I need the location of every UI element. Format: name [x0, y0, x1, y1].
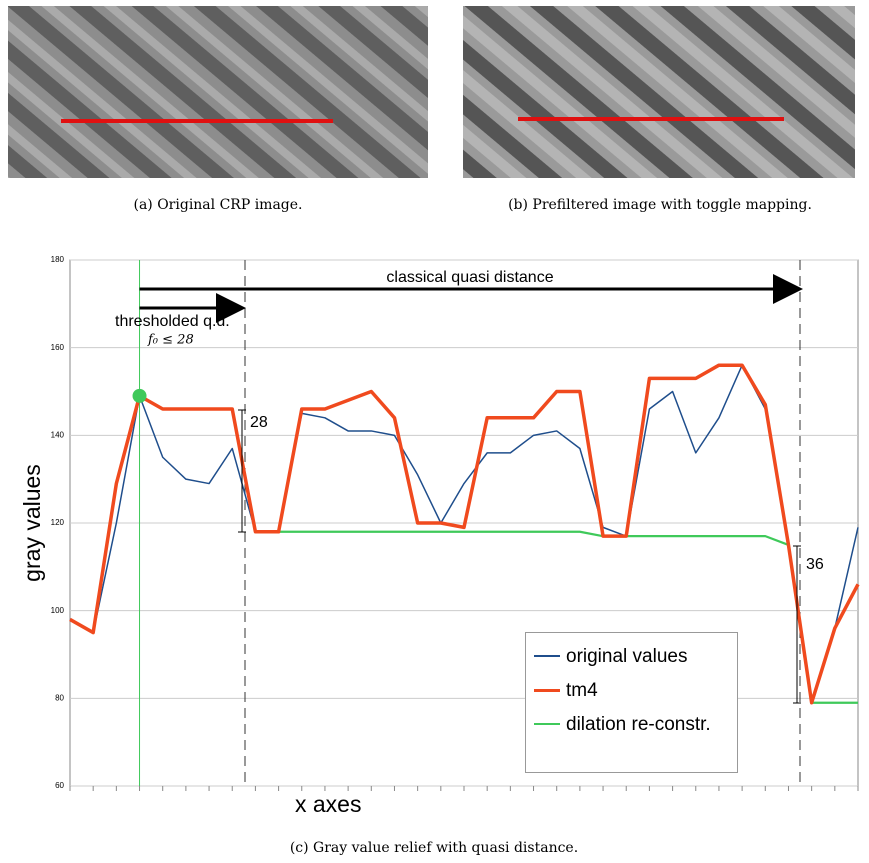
line-series: [70, 365, 858, 703]
line-series: [70, 365, 858, 703]
y-axis-label: gray values: [19, 464, 45, 582]
y-tick-label: 140: [51, 430, 65, 439]
caption: (b) Prefiltered image with toggle mappin…: [508, 197, 812, 213]
legend-swatch: [534, 723, 560, 725]
annotation: 28: [250, 414, 268, 431]
legend-label: original values: [566, 643, 716, 671]
caption: (a) Original CRP image.: [133, 197, 302, 213]
legend-entry: original values: [534, 643, 729, 671]
y-tick-label: 180: [51, 255, 65, 264]
image-b: [463, 6, 855, 178]
highlight-point: [133, 389, 147, 403]
annotation: 36: [806, 556, 824, 573]
y-tick-label: 120: [51, 518, 65, 527]
legend-entry: tm4: [534, 677, 729, 705]
figure: (a) Original CRP image. (b) Prefiltered …: [0, 0, 869, 863]
caption: (c) Gray value relief with quasi distanc…: [290, 840, 578, 856]
line-series: [140, 396, 858, 703]
legend-swatch: [534, 655, 560, 657]
y-tick-label: 100: [51, 606, 65, 615]
annotation: thresholded q.d.: [115, 313, 230, 330]
y-tick-label: 60: [55, 781, 64, 790]
legend-entry: dilation re-constr.: [534, 711, 729, 739]
y-tick-label: 160: [51, 343, 65, 352]
image-a: [8, 6, 428, 178]
annotation: classical quasi distance: [386, 269, 553, 286]
legend-swatch: [534, 689, 560, 692]
legend: original values tm4 dilation re-constr.: [525, 632, 738, 773]
annotation: f₀ ≤ 28: [147, 333, 194, 348]
legend-label: dilation re-constr.: [566, 711, 716, 739]
legend-label: tm4: [566, 677, 716, 705]
x-axis-label: x axes: [295, 791, 361, 817]
page: (a) Original CRP image. (b) Prefiltered …: [0, 0, 869, 863]
y-tick-label: 80: [55, 693, 64, 702]
